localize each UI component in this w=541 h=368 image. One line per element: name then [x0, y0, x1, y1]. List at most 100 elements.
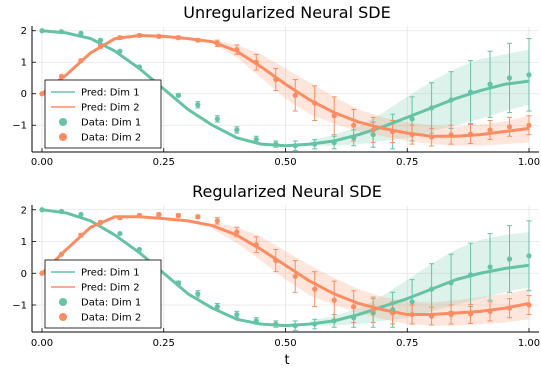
- data-dim2-point: [58, 73, 65, 79]
- data-dim2-point: [409, 311, 415, 318]
- data-dim1-point: [97, 37, 104, 43]
- data-dim1-point: [429, 105, 435, 111]
- data-dim1-point: [234, 311, 240, 318]
- y-tick-label: −1: [12, 121, 27, 132]
- legend-swatch-dot: [59, 313, 67, 321]
- data-dim1-point: [214, 304, 220, 310]
- data-dim2-point: [273, 76, 279, 83]
- data-dim2-point: [351, 304, 357, 310]
- data-dim1-point: [273, 141, 279, 147]
- data-dim2-point: [39, 91, 45, 97]
- data-dim1-point: [292, 323, 298, 329]
- data-dim2-point: [331, 297, 337, 303]
- x-tick-label: 0.00: [31, 157, 53, 168]
- data-dim1-point: [58, 208, 65, 214]
- y-tick-label: 0: [21, 89, 27, 100]
- legend-label: Pred: Dim 2: [81, 103, 140, 114]
- dim1-confidence-band: [309, 231, 529, 326]
- data-dim1-point: [312, 321, 318, 327]
- data-dim1-point: [331, 318, 337, 324]
- data-dim1-point: [175, 280, 181, 286]
- data-dim2-point: [390, 128, 396, 135]
- data-dim2-point: [429, 134, 435, 140]
- legend-swatch-dot: [59, 133, 67, 141]
- data-dim1-point: [487, 81, 493, 87]
- data-dim1-point: [526, 253, 532, 259]
- bottom-x-axis-label: t: [284, 353, 289, 368]
- pred-dim2-line: [40, 215, 530, 317]
- legend: Pred: Dim 1 Pred: Dim 2 Data: Dim 1 Data: D…: [44, 79, 162, 149]
- data-dim2-point: [97, 43, 104, 50]
- data-dim2-point: [156, 33, 162, 39]
- data-dim2-point: [487, 127, 493, 133]
- pred-dim2-line: [41, 33, 530, 138]
- x-tick-label: 0.50: [274, 338, 296, 349]
- data-dim1-point: [234, 127, 240, 133]
- data-dim1-point: [195, 291, 201, 297]
- x-tick-label: 0.75: [396, 157, 418, 168]
- data-dim1-point: [214, 116, 220, 122]
- data-dim2-point: [234, 47, 240, 53]
- data-dim1-point: [39, 28, 45, 34]
- bottom-chart-title: Regularized Neural SDE: [192, 182, 382, 201]
- data-dim2-point: [39, 270, 45, 276]
- data-dim1-point: [448, 97, 454, 103]
- data-dim2-point: [292, 273, 298, 280]
- data-dim1-point: [253, 136, 259, 142]
- legend-swatch-dot: [59, 118, 67, 126]
- data-dim2-point: [195, 37, 201, 43]
- x-tick-label: 0.75: [396, 338, 418, 349]
- data-dim1-point: [273, 321, 279, 327]
- data-dim2-point: [273, 257, 279, 264]
- data-dim1-point: [429, 286, 435, 292]
- data-dim2-point: [117, 215, 123, 221]
- data-dim2-point: [487, 308, 493, 314]
- data-dim2-point: [312, 286, 318, 292]
- data-dim2-point: [78, 232, 84, 238]
- data-dim1-point: [58, 29, 65, 35]
- data-dim1-point: [175, 92, 181, 98]
- data-dim2-point: [117, 35, 123, 41]
- legend: Pred: Dim 1 Pred: Dim 2 Data: Dim 1 Data: D…: [44, 259, 162, 329]
- data-dim1-point: [370, 132, 376, 138]
- legend-label: Pred: Dim 2: [81, 283, 140, 294]
- x-tick-label: 0.25: [153, 157, 175, 168]
- data-dim2-point: [312, 100, 318, 106]
- data-dim2-point: [78, 58, 84, 64]
- dim1-confidence-band: [309, 49, 529, 146]
- dim2-confidence-band: [212, 222, 529, 326]
- data-dim1-point: [506, 256, 513, 262]
- data-dim1-point: [195, 102, 201, 108]
- x-tick-label: 0.00: [31, 338, 53, 349]
- data-dim2-point: [175, 212, 181, 219]
- data-dim1-point: [78, 211, 84, 218]
- data-dim2-point: [467, 131, 474, 137]
- data-dim1-point: [467, 272, 474, 278]
- data-dim2-point: [58, 251, 65, 257]
- data-dim2-point: [370, 127, 376, 133]
- y-tick-label: 0: [21, 269, 27, 280]
- data-dim2-point: [506, 305, 513, 311]
- data-dim2-point: [175, 35, 181, 41]
- x-tick-label: 0.25: [153, 338, 175, 349]
- data-dim2-point: [136, 212, 142, 219]
- legend-label: Data: Dim 2: [81, 133, 141, 144]
- y-tick-label: 1: [21, 237, 27, 248]
- y-tick-label: 2: [21, 26, 27, 37]
- data-dim2-point: [214, 40, 220, 46]
- x-tick-label: 1.00: [518, 157, 540, 168]
- top-panel: Unregularized Neural SDE 0.00 0.25 0.50 0.7…: [12, 3, 540, 168]
- y-tick-label: 2: [21, 205, 27, 216]
- data-dim2-point: [234, 229, 240, 235]
- data-dim1-point: [409, 299, 415, 305]
- legend-label: Data: Dim 1: [81, 118, 141, 129]
- data-dim2-point: [331, 113, 337, 119]
- data-dim2-point: [253, 59, 259, 65]
- data-dim2-point: [156, 211, 162, 218]
- data-dim1-point: [467, 89, 474, 95]
- bottom-panel: Regularized Neural SDE 0.00 0.25 0.50 0.75 1…: [12, 182, 540, 368]
- data-dim1-point: [351, 135, 357, 141]
- data-dim2-point: [448, 132, 454, 138]
- data-dim2-point: [351, 122, 357, 128]
